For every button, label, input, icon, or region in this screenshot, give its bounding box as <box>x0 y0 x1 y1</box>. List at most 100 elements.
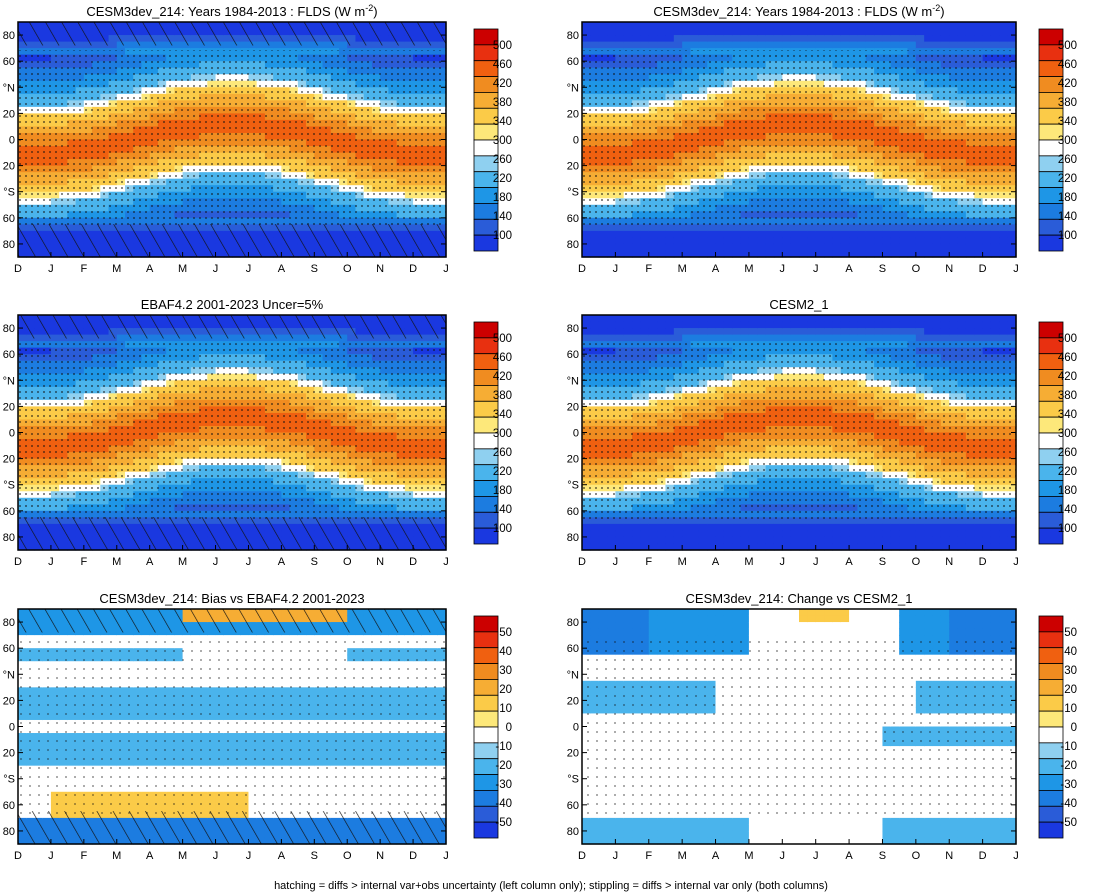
field-cell <box>632 22 642 30</box>
field-cell <box>632 237 642 245</box>
field-cell <box>782 22 792 30</box>
field-cell <box>773 237 783 245</box>
field-cell <box>690 22 700 30</box>
field-cell <box>815 230 825 239</box>
field-cell <box>582 35 591 43</box>
field-cell <box>1007 41 1017 49</box>
field-cell <box>607 35 616 43</box>
field-cell <box>974 243 984 252</box>
field-cell <box>940 28 950 36</box>
field-cell <box>657 35 667 43</box>
field-cell <box>715 250 725 258</box>
x-tick-label: J <box>1013 263 1019 275</box>
x-tick-label: A <box>845 263 853 275</box>
field-cell <box>1007 28 1017 36</box>
field-cell <box>840 28 850 36</box>
x-tick-label: J <box>48 263 54 275</box>
field-cell <box>807 22 817 30</box>
field-cell <box>890 35 900 43</box>
field-cell <box>757 22 767 30</box>
field-cell <box>882 28 892 36</box>
field-cell <box>732 28 742 36</box>
field-cell <box>790 250 800 258</box>
field-cell <box>682 35 692 43</box>
field-cell <box>924 41 934 49</box>
field-cell <box>673 28 683 36</box>
field-cell <box>773 22 783 30</box>
field-cell <box>790 243 800 252</box>
field-cell <box>974 22 984 30</box>
field-cell <box>957 35 967 43</box>
field-cell <box>698 230 708 239</box>
field-cell <box>740 250 750 258</box>
field-cell <box>882 243 892 252</box>
field-cell <box>648 237 658 245</box>
field-cell <box>673 250 683 258</box>
field-cell <box>899 35 909 43</box>
field-cell <box>915 41 925 49</box>
field-cell <box>807 243 817 252</box>
field-cell <box>990 41 1000 49</box>
field-cell <box>965 230 975 239</box>
field-cell <box>824 237 833 245</box>
field-cell <box>640 230 650 239</box>
field-cell <box>924 35 934 43</box>
field-cell <box>623 28 633 36</box>
colorbar-label: 220 <box>493 173 512 185</box>
field-cell <box>890 243 900 252</box>
field-cell <box>990 230 1000 239</box>
field-cell <box>874 230 884 239</box>
y-tick-label: 0 <box>9 135 15 147</box>
x-tick-label: D <box>14 263 22 275</box>
field-cell <box>590 41 600 49</box>
field-cell <box>582 28 591 36</box>
field-cell <box>773 28 783 36</box>
field-cell <box>982 250 992 258</box>
field-cell <box>924 250 934 258</box>
field-cell <box>982 35 992 43</box>
colorbar-label: 260 <box>1058 154 1077 166</box>
field-cell <box>840 35 850 43</box>
field-cell <box>707 41 717 49</box>
field-cell <box>865 250 875 258</box>
x-tick-label: N <box>945 263 953 275</box>
field-cell <box>982 243 992 252</box>
field-cell <box>924 28 934 36</box>
field-cell <box>748 237 758 245</box>
field-cell <box>648 22 658 30</box>
field-cell <box>865 243 875 252</box>
field-cell <box>990 35 1000 43</box>
field-cell <box>907 28 917 36</box>
field-cell <box>932 35 942 43</box>
field-cell <box>899 41 909 49</box>
colorbar-label: 340 <box>1058 116 1077 128</box>
y-tick-label: 60 <box>3 56 15 68</box>
field-cell <box>932 237 942 245</box>
field-cell <box>957 243 967 252</box>
field-cell <box>723 230 733 239</box>
field-cell <box>648 243 658 252</box>
field-cell <box>840 230 850 239</box>
field-cell <box>940 230 950 239</box>
field-cell <box>598 41 608 49</box>
field-cell <box>607 230 616 239</box>
field-cell <box>924 230 934 239</box>
field-cell <box>623 35 633 43</box>
field-cell <box>648 35 658 43</box>
x-tick-label: O <box>912 263 921 275</box>
x-tick-label: D <box>409 263 417 275</box>
field-cell <box>857 230 867 239</box>
field-cell <box>732 250 742 258</box>
field-cell <box>598 230 608 239</box>
field-cell <box>874 28 884 36</box>
field-cell <box>732 243 742 252</box>
field-cell <box>832 41 842 49</box>
y-tick-label: 80 <box>567 239 579 251</box>
field-cell <box>790 22 800 30</box>
field-cell <box>949 243 959 252</box>
colorbar-label: 100 <box>493 230 512 242</box>
field-cell <box>757 41 767 49</box>
x-tick-label: A <box>712 263 720 275</box>
